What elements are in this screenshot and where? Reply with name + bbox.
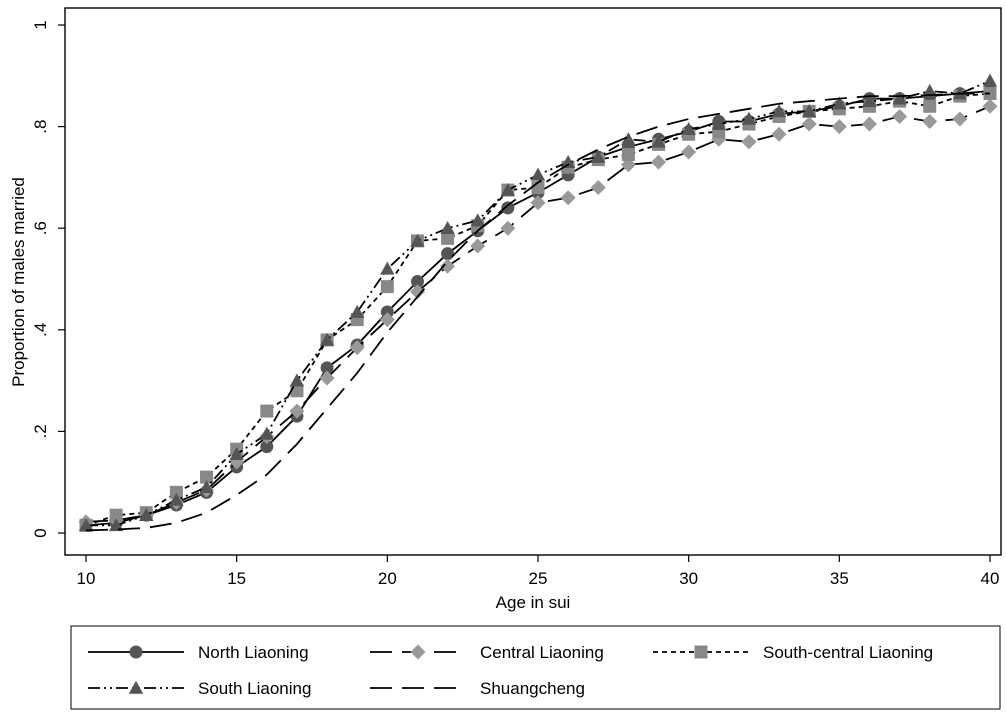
legend-label: North Liaoning	[198, 643, 309, 662]
legend-marker	[694, 645, 708, 659]
data-point-north-liaoning	[441, 247, 455, 261]
legend-label: South-central Liaoning	[763, 643, 933, 662]
data-point-south-central-liaoning	[260, 404, 274, 418]
legend-label: Central Liaoning	[480, 643, 604, 662]
legend-marker	[129, 645, 143, 659]
series-south-liaoning	[78, 73, 998, 532]
y-tick-label: .4	[31, 323, 50, 337]
legend-label: South Liaoning	[198, 679, 311, 698]
y-tick-label: .6	[31, 221, 50, 235]
series-shuangcheng	[85, 92, 990, 532]
data-point-south-central-liaoning	[923, 99, 937, 113]
data-point-north-liaoning	[501, 201, 515, 215]
x-tick-label: 35	[830, 569, 849, 588]
y-tick-label: 0	[31, 528, 50, 537]
x-tick-label: 10	[77, 569, 96, 588]
y-axis-title: Proportion of males married	[9, 177, 28, 387]
y-tick-label: .2	[31, 424, 50, 438]
data-point-south-central-liaoning	[380, 280, 394, 294]
y-axis: 0 .2 .4 .6 .8 1	[31, 20, 65, 538]
series-central-liaoning	[78, 98, 998, 530]
x-axis: 10 15 20 25 30 35 40	[77, 555, 1000, 588]
x-tick-label: 30	[679, 569, 698, 588]
y-tick-label: 1	[31, 20, 50, 29]
series-layer	[78, 73, 998, 532]
legend-box	[70, 625, 1001, 710]
legend: North Liaoning Central Liaoning South-cent…	[88, 643, 933, 698]
legend-label: Shuangcheng	[480, 679, 585, 698]
data-point-south-central-liaoning	[621, 148, 635, 162]
legend-item-south-liaoning: South Liaoning	[88, 679, 311, 698]
x-tick-label: 15	[227, 569, 246, 588]
plot-area	[64, 7, 1002, 556]
x-axis-title: Age in sui	[496, 593, 571, 612]
y-tick-label: .8	[31, 120, 50, 134]
series-line-shuangcheng	[85, 92, 990, 532]
x-tick-label: 40	[981, 569, 1000, 588]
legend-item-south-central-liaoning: South-central Liaoning	[653, 643, 933, 662]
x-tick-label: 25	[529, 569, 548, 588]
legend-item-shuangcheng: Shuangcheng	[370, 679, 585, 698]
x-tick-label: 20	[378, 569, 397, 588]
legend-item-central-liaoning: Central Liaoning	[370, 643, 604, 662]
legend-item-north-liaoning: North Liaoning	[88, 643, 309, 662]
